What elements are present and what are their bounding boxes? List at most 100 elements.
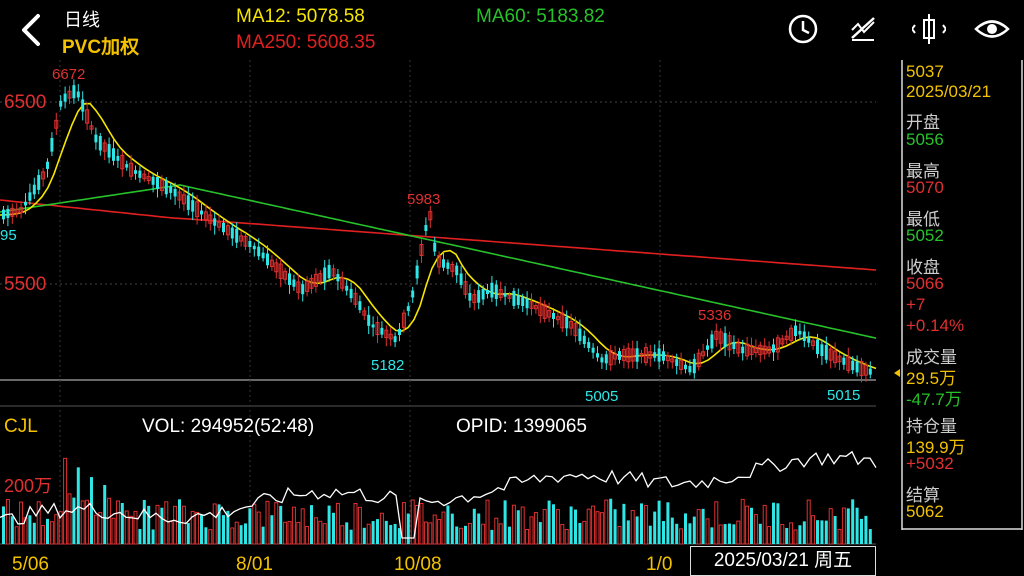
volume-bar	[806, 499, 811, 545]
candle-body-up	[305, 280, 310, 292]
volume-bar	[630, 509, 635, 545]
volume-bar	[503, 500, 507, 544]
candle-body-down	[692, 358, 696, 374]
panel-oi-value: 139.9万	[906, 438, 966, 457]
volume-bar	[72, 497, 76, 544]
volume-bar	[41, 525, 46, 545]
visibility-button[interactable]	[974, 12, 1010, 46]
volume-indicator-label[interactable]: CJL	[4, 416, 38, 437]
candle-body-up	[547, 310, 552, 318]
volume-bar	[10, 516, 14, 544]
volume-bar	[868, 529, 872, 544]
volume-bar	[2, 506, 5, 544]
candle-body-down	[424, 224, 428, 232]
volume-bar	[28, 515, 32, 544]
candle-body-down	[32, 184, 36, 195]
candle-body-down	[591, 347, 595, 353]
volume-bar	[222, 515, 225, 544]
price-label-6500: 6500	[4, 92, 46, 113]
symbol-label[interactable]: PVC加权	[62, 37, 140, 58]
volume-bar	[675, 523, 679, 544]
candle-body-up	[555, 316, 560, 321]
volume-bar	[5, 498, 10, 545]
history-button[interactable]	[786, 12, 820, 46]
candle-body-up	[146, 176, 151, 182]
candle-body-up	[19, 207, 24, 214]
candle-body-down	[486, 289, 489, 295]
volume-bar	[745, 505, 750, 545]
candle-body-down	[653, 352, 657, 358]
volume-bar	[824, 520, 828, 544]
candle-body-down	[868, 368, 872, 375]
quote-info-panel: 5037 2025/03/21 开盘 5056 最高 5070 最低 5052 …	[900, 60, 1024, 530]
volume-bar	[93, 514, 98, 545]
volume-bar	[609, 498, 613, 544]
volume-bar	[679, 528, 684, 545]
volume-bar	[376, 519, 379, 544]
candle-body-up	[626, 347, 631, 363]
candle-body-down	[442, 259, 445, 268]
volume-level-label: 200万	[4, 476, 52, 496]
candle-body-down	[288, 273, 291, 286]
candle-body-down	[28, 192, 32, 201]
volume-bar	[58, 511, 63, 545]
volume-bar	[662, 521, 665, 544]
open-interest-path	[0, 450, 877, 539]
volume-bar	[684, 513, 687, 544]
candle-body-up	[54, 119, 59, 129]
volume-bar	[217, 504, 221, 544]
volume-bar	[560, 523, 565, 545]
volume-bar	[533, 512, 538, 545]
line-style-button[interactable]	[846, 12, 880, 46]
volume-bar	[384, 520, 388, 544]
volume-bar	[14, 526, 19, 545]
candle-body-down	[490, 282, 494, 298]
candle-body-down	[842, 357, 846, 365]
candle-body-down	[200, 210, 203, 215]
candle-body-down	[112, 148, 115, 161]
candle-body-down	[794, 325, 797, 337]
candle-body-up	[643, 347, 648, 363]
crosshair-button[interactable]	[910, 12, 948, 46]
candle-body-up	[833, 350, 838, 364]
volume-bar	[419, 502, 424, 545]
volume-bar	[190, 510, 195, 545]
back-button[interactable]	[14, 10, 48, 50]
candle-body-down	[684, 364, 687, 370]
volume-bar	[80, 500, 85, 545]
volume-bar	[67, 493, 72, 545]
volume-bar	[574, 509, 577, 544]
candle-body-down	[582, 335, 586, 345]
volume-bar	[36, 501, 41, 545]
volume-bar	[851, 499, 855, 544]
candle-body-up	[203, 211, 208, 221]
candle-body-down	[371, 324, 375, 328]
chart-header: 日线 PVC加权 MA12: 5078.58 MA60: 5183.82 MA2…	[0, 0, 1024, 60]
period-label[interactable]: 日线	[64, 10, 100, 30]
candle-body-up	[208, 214, 213, 224]
candle-body-up	[846, 355, 851, 371]
volume-bar	[542, 509, 547, 545]
volume-bar	[204, 527, 208, 544]
ma12-line	[0, 102, 877, 370]
volume-bar	[855, 507, 859, 544]
volume-bar	[604, 499, 609, 545]
kline-chart[interactable]: 6500 5500 6672 95 5983 5182 5005 5336 50…	[0, 60, 900, 576]
volume-bar	[252, 503, 257, 545]
crosshair-icon	[910, 14, 948, 44]
volume-bar	[129, 515, 134, 545]
candle-body-down	[604, 354, 608, 364]
candle-body-down	[257, 246, 261, 257]
volume-bar	[547, 500, 551, 544]
candle-body-down	[455, 265, 459, 276]
candle-body-up	[428, 211, 433, 221]
panel-oi-label: 持仓量	[906, 417, 957, 436]
volume-bar	[410, 499, 415, 545]
volume-bar	[648, 525, 652, 544]
candle-body-up	[340, 277, 345, 289]
candle-body-up	[718, 331, 723, 344]
candle-body-up	[142, 173, 147, 180]
candle-body-up	[129, 162, 134, 177]
volume-bar	[274, 502, 279, 545]
candle-body-up	[10, 207, 15, 217]
